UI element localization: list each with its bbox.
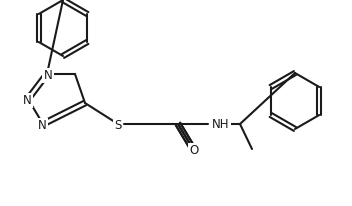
Text: NH: NH [212, 118, 230, 131]
Text: N: N [38, 119, 46, 132]
Text: N: N [44, 69, 52, 82]
Text: S: S [114, 119, 122, 132]
Text: N: N [23, 94, 31, 107]
Text: O: O [189, 144, 199, 157]
